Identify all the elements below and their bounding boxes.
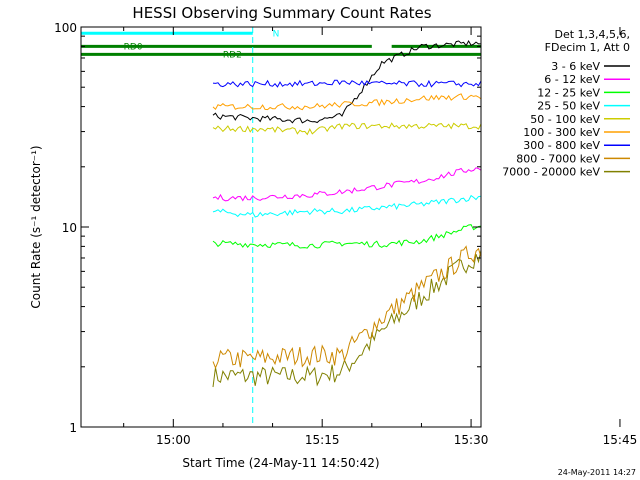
legend-entry-label: 100 - 300 keV [523,126,600,139]
chart-title: HESSI Observing Summary Count Rates [132,4,431,22]
legend-entry-label: 300 - 800 keV [523,139,600,152]
y-axis: 1 10 100 [54,21,481,435]
y-tick-label: 100 [54,21,77,35]
legend-entry-label: 800 - 7000 keV [516,152,600,165]
series-lines [212,39,481,388]
flag-label: RD0 [124,42,143,52]
series-line-4 [212,122,481,136]
legend-header-line-1: Det 1,3,4,5,6, [554,28,630,41]
x-tick-label: 15:30 [454,433,489,447]
y-tick-label: 10 [62,221,77,235]
flag-label: RD2 [223,50,242,60]
series-line-3 [212,194,481,218]
flag-label: N [273,29,280,39]
legend: Det 1,3,4,5,6, FDecim 1, Att 0 3 - 6 keV… [502,28,630,179]
legend-entry-label: 6 - 12 keV [544,73,600,86]
timestamp: 24-May-2011 14:27 [558,468,636,477]
x-axis-label: Start Time (24-May-11 14:50:42) [182,456,379,470]
series-line-0 [212,39,481,124]
x-tick-label: 15:45 [603,433,638,447]
series-line-2 [212,224,481,249]
legend-header-line-2: FDecim 1, Att 0 [545,41,630,54]
series-line-6 [212,79,481,88]
x-tick-label: 15:15 [305,433,340,447]
y-axis-label: Count Rate (s⁻¹ detector⁻¹) [29,145,43,308]
series-line-8 [212,248,481,388]
legend-entry-label: 50 - 100 keV [530,113,600,126]
series-line-7 [212,245,481,370]
legend-entry-label: 12 - 25 keV [537,86,600,99]
legend-entry-label: 3 - 6 keV [551,60,600,73]
legend-entry-label: 7000 - 20000 keV [502,166,600,179]
y-tick-label: 1 [69,421,77,435]
x-tick-label: 15:00 [156,433,191,447]
series-line-5 [212,93,481,111]
series-line-1 [212,167,481,202]
flag-labels: N RD0 RD2 [124,29,280,60]
legend-entry-label: 25 - 50 keV [537,100,600,113]
vertical-markers [81,27,254,427]
